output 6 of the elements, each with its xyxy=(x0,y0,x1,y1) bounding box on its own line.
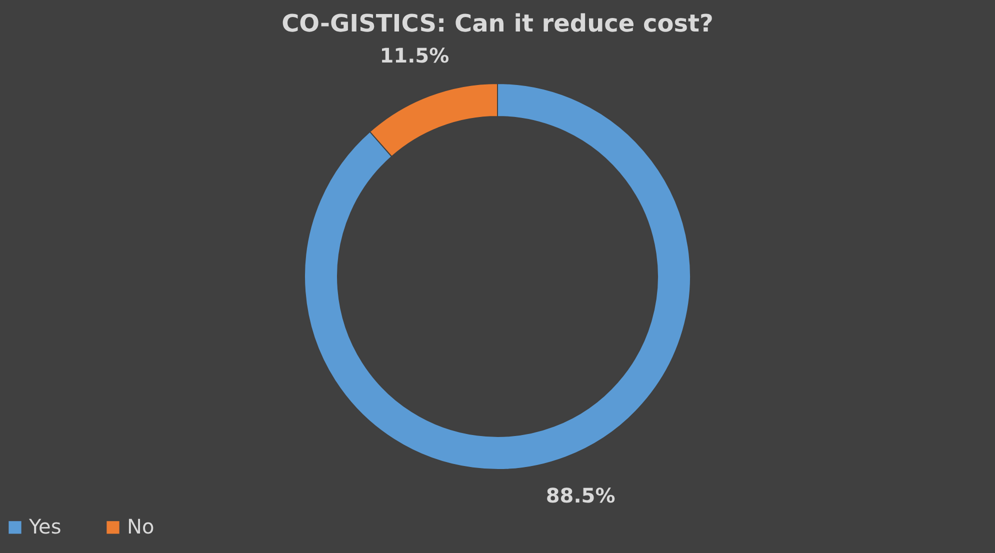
legend-label: No xyxy=(127,514,154,538)
donut-slice xyxy=(304,83,691,470)
data-label: 88.5% xyxy=(546,483,616,508)
chart-title: CO-GISTICS: Can it reduce cost? xyxy=(282,10,714,38)
data-label: 11.5% xyxy=(380,44,450,68)
legend-label: Yes xyxy=(28,514,62,538)
